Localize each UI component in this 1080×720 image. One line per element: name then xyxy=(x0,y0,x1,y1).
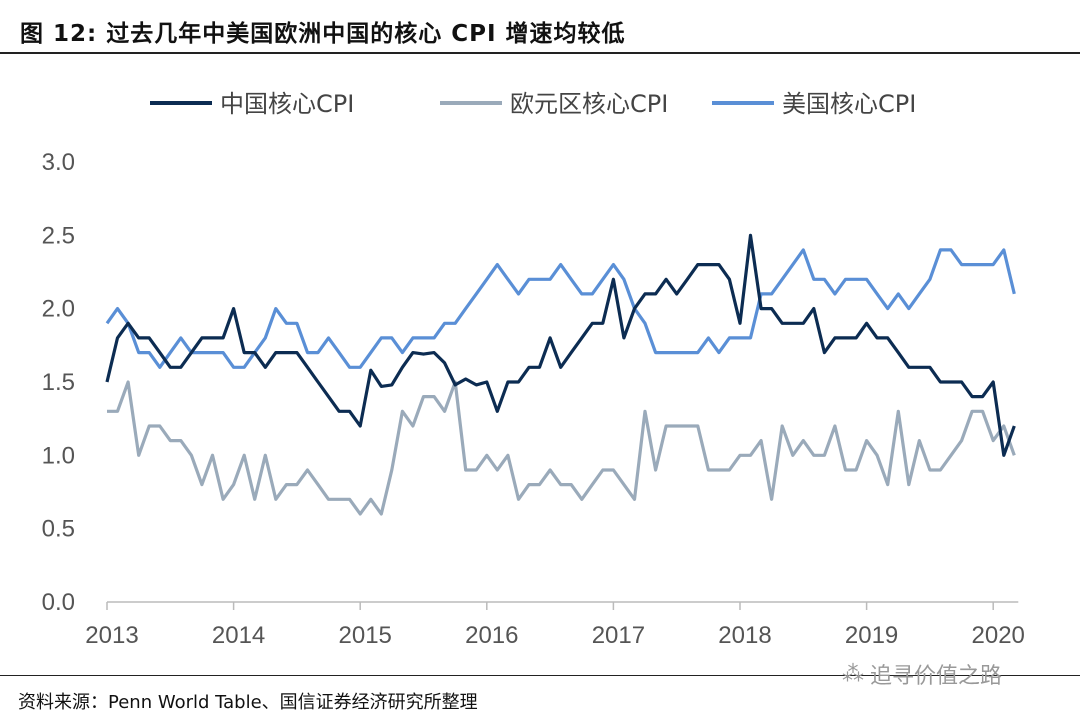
footer-divider xyxy=(0,675,1080,676)
watermark-text: 追寻价值之路 xyxy=(870,664,1003,689)
x-tick-label: 2016 xyxy=(465,622,518,649)
chart-title: 图 12: 过去几年中美国欧洲中国的核心 CPI 增速均较低 xyxy=(20,21,626,47)
x-tick-label: 2020 xyxy=(972,622,1025,649)
y-tick-label: 2.0 xyxy=(42,296,75,323)
y-tick-label: 1.5 xyxy=(42,369,75,396)
y-tick-label: 0.0 xyxy=(42,589,75,616)
series-line-2 xyxy=(105,248,1016,369)
legend: 中国核心CPI 欧元区核心CPI 美国核心CPI xyxy=(150,90,916,118)
y-axis: 0.0 0.5 1.0 1.5 2.0 2.5 3.0 xyxy=(42,149,75,616)
source-note: 资料来源：Penn World Table、国信证券经济研究所整理 xyxy=(18,692,478,713)
series-line-1 xyxy=(107,380,1016,516)
legend-label: 欧元区核心CPI xyxy=(510,90,668,118)
legend-label: 美国核心CPI xyxy=(782,90,916,118)
x-tick-label: 2014 xyxy=(212,622,265,649)
y-tick-label: 3.0 xyxy=(42,149,75,176)
y-tick-label: 0.5 xyxy=(42,516,75,543)
x-tick-label: 2018 xyxy=(718,622,771,649)
title-divider xyxy=(0,52,1080,54)
x-tick-label: 2015 xyxy=(339,622,392,649)
x-tick-label: 2013 xyxy=(85,622,138,649)
x-tick-label: 2017 xyxy=(592,622,645,649)
x-axis: 2013 2014 2015 2016 2017 2018 2019 2020 xyxy=(85,601,1025,649)
y-tick-label: 1.0 xyxy=(42,442,75,469)
wechat-icon: ⁂ xyxy=(842,661,864,687)
y-tick-label: 2.5 xyxy=(42,222,75,249)
watermark: ⁂ 追寻价值之路 xyxy=(842,658,1002,690)
legend-label: 中国核心CPI xyxy=(220,90,354,118)
x-tick-label: 2019 xyxy=(845,622,898,649)
series-line-0 xyxy=(105,233,1016,457)
series-lines xyxy=(105,233,1016,516)
